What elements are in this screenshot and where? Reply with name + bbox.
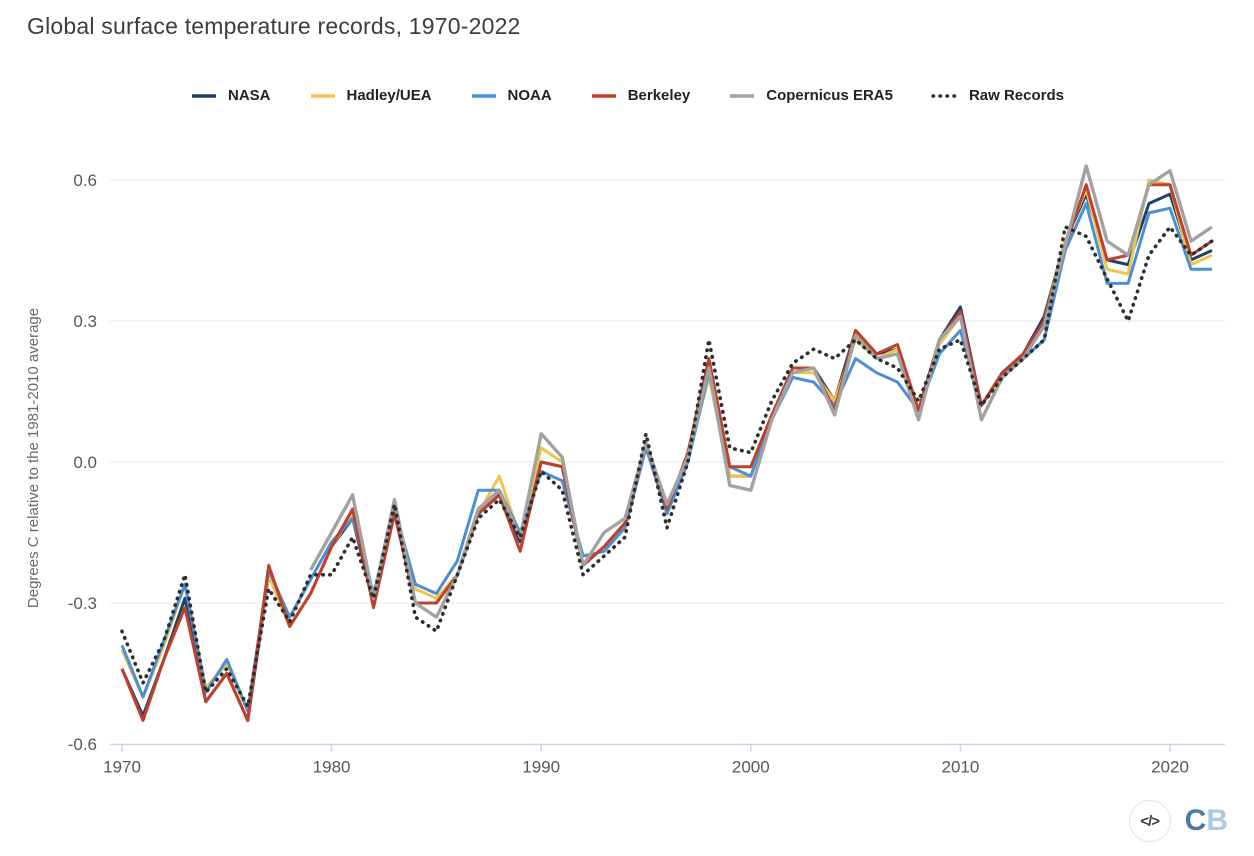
legend-label: Berkeley (627, 87, 691, 104)
y-tick-label: -0.3 (68, 594, 97, 613)
chart-footer: </> CB (1128, 800, 1228, 842)
series-line-noaa[interactable] (120, 202, 1212, 713)
series-line-copernicus-era5[interactable] (309, 164, 1213, 619)
legend-item-copernicus-era5[interactable]: Copernicus ERA5 (728, 87, 893, 104)
legend-label: NOAA (507, 87, 552, 104)
legend-swatch-noaa (471, 93, 496, 98)
legend-item-hadley-uea[interactable]: Hadley/UEA (309, 87, 432, 104)
y-axis-title: Degrees C relative to the 1981-2010 aver… (25, 308, 42, 608)
embed-code-button[interactable]: </> (1128, 800, 1171, 842)
logo-letter-c: C (1184, 804, 1207, 837)
legend-label: Hadley/UEA (346, 87, 432, 104)
series-line-nasa[interactable] (120, 192, 1213, 722)
y-tick-label: 0.0 (73, 453, 97, 472)
logo-letter-b: B (1206, 804, 1228, 837)
legend-swatch-copernicus-era5 (730, 93, 755, 98)
legend-item-noaa[interactable]: NOAA (470, 87, 552, 104)
legend-item-berkeley[interactable]: Berkeley (590, 87, 691, 104)
x-tick-label: 2010 (941, 758, 979, 777)
legend-label: NASA (227, 87, 271, 104)
x-tick-label: 1970 (103, 758, 141, 777)
x-tick-label: 2020 (1151, 758, 1189, 777)
y-tick-label: 0.3 (73, 312, 97, 331)
legend-swatch-berkeley (591, 93, 616, 98)
x-tick-label: 1990 (522, 758, 560, 777)
legend-swatch-raw-records (931, 93, 959, 98)
series-line-berkeley[interactable] (120, 183, 1213, 722)
x-tick-label: 1980 (313, 758, 351, 777)
x-tick-label: 2000 (732, 758, 770, 777)
carbonbrief-logo[interactable]: CB (1185, 801, 1228, 841)
code-icon: </> (1140, 812, 1160, 830)
y-tick-label: 0.6 (73, 171, 97, 190)
legend-item-raw-records[interactable]: Raw Records (931, 87, 1064, 104)
chart-title: Global surface temperature records, 1970… (27, 13, 521, 39)
chart-legend: NASA Hadley/UEA NOAA Berkeley Copernicus ERA… (0, 87, 1254, 104)
legend-item-nasa[interactable]: NASA (190, 87, 271, 104)
series-line-hadley-uea[interactable] (120, 178, 1213, 713)
series-line-raw-records[interactable] (120, 225, 1214, 709)
legend-swatch-hadley-uea (310, 93, 335, 98)
legend-swatch-nasa (191, 93, 216, 98)
legend-label: Copernicus ERA5 (766, 87, 893, 104)
y-tick-label: -0.6 (68, 735, 97, 754)
legend-label: Raw Records (968, 87, 1065, 104)
